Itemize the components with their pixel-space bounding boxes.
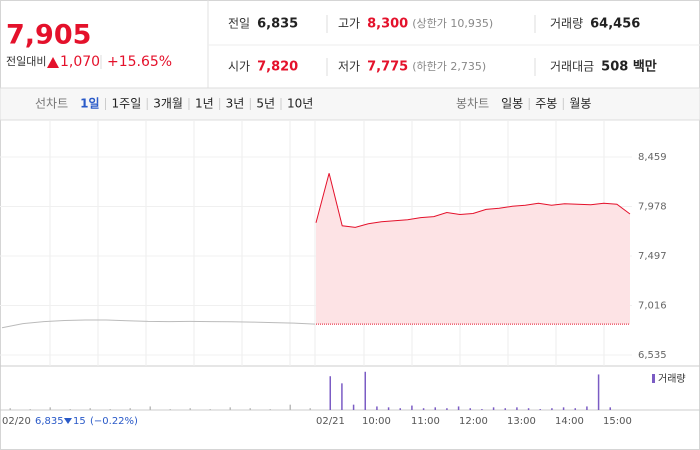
volume-bar <box>189 408 191 410</box>
volume-bar <box>29 409 31 410</box>
stat-value: 7,820 <box>257 60 298 75</box>
stat-value: 64,456 <box>590 17 640 32</box>
tab[interactable]: 3개월 <box>153 97 183 111</box>
volume-bar <box>539 409 541 410</box>
prev-price: 6,835 <box>35 416 64 427</box>
x-label: 14:00 <box>555 416 584 427</box>
change: 1,070 <box>60 54 100 70</box>
volume-bar <box>269 409 271 410</box>
stat-label: 전일 <box>228 17 250 31</box>
down-icon <box>64 418 72 424</box>
tab[interactable]: 1일 <box>80 97 99 111</box>
y-tick-label: 7,497 <box>638 251 667 262</box>
volume-bar <box>586 406 588 410</box>
volume-bar <box>574 408 576 410</box>
x-label: 02/20 <box>2 416 31 427</box>
prev-change: 15 <box>73 416 86 427</box>
change-label: 전일대비 <box>6 54 46 68</box>
volume-bar <box>551 408 553 410</box>
stat-note: (상한가 10,935) <box>412 17 493 30</box>
volume-bar <box>387 407 390 410</box>
volume-bar <box>169 409 171 410</box>
volume-bar <box>469 408 471 410</box>
x-label: 13:00 <box>507 416 536 427</box>
tab-bar <box>0 87 700 121</box>
stat-label: 저가 <box>338 60 360 74</box>
volume-bar <box>376 406 378 410</box>
volume-bar <box>609 407 611 410</box>
volume-bar <box>446 408 448 410</box>
tab[interactable]: 10년 <box>287 97 313 111</box>
x-label: 10:00 <box>362 416 391 427</box>
volume-bar <box>422 408 425 410</box>
x-label: 02/21 <box>316 416 345 427</box>
volume-bar <box>329 376 331 410</box>
tab[interactable]: 월봉 <box>569 97 591 111</box>
tab[interactable]: 3년 <box>226 97 245 111</box>
volume-bar <box>49 407 51 410</box>
change-pct: +15.65% <box>107 54 172 70</box>
tab[interactable]: 1년 <box>195 97 214 111</box>
volume-bar <box>309 408 311 410</box>
stat-note: (하한가 2,735) <box>412 59 486 73</box>
volume-bar <box>109 409 111 410</box>
x-label: 12:00 <box>459 416 488 427</box>
volume-bar <box>209 409 211 410</box>
volume-bar <box>89 408 91 410</box>
y-tick-label: 7,978 <box>638 201 667 212</box>
price-line <box>1 319 316 329</box>
stat-label: 시가 <box>228 60 250 74</box>
volume-label: 거래량 <box>658 373 686 385</box>
volume-bar <box>129 408 131 410</box>
volume-bar <box>9 408 11 410</box>
up-icon <box>47 57 59 68</box>
stat-label: 고가 <box>338 17 360 31</box>
stat-label: 거래량 <box>550 17 583 31</box>
volume-bar <box>341 383 343 410</box>
volume-bar <box>352 404 355 410</box>
volume-bar <box>527 408 530 410</box>
volume-bar <box>289 404 291 410</box>
volume-bar <box>504 408 506 410</box>
y-tick-label: 8,459 <box>638 152 667 163</box>
volume-bar <box>457 406 460 410</box>
tab[interactable]: 1주일 <box>112 97 142 111</box>
price: 7,905 <box>6 20 91 51</box>
x-label: 11:00 <box>411 416 440 427</box>
tab[interactable]: 5년 <box>256 97 275 111</box>
area <box>316 173 630 325</box>
volume-bar <box>597 374 600 410</box>
volume-bar <box>492 407 495 410</box>
legend-swatch <box>652 374 655 383</box>
stat-value: 6,835 <box>257 17 298 32</box>
stat-value: 8,300 <box>367 17 408 32</box>
stat-label: 거래대금 <box>550 60 594 74</box>
volume-bar <box>399 408 401 410</box>
stat-value: 7,775 <box>367 60 408 75</box>
y-tick-label: 6,535 <box>638 350 667 361</box>
volume-bar <box>481 409 483 410</box>
price-line <box>315 173 631 228</box>
volume-bar <box>434 407 436 410</box>
tab-group-label: 선차트 <box>35 97 68 111</box>
tab-group-label: 봉차트 <box>456 97 489 111</box>
volume-bar <box>249 408 251 410</box>
y-tick-label: 7,016 <box>638 301 667 312</box>
x-label: 15:00 <box>603 416 632 427</box>
volume-bar <box>149 406 151 410</box>
prev-change-pct: (−0.22%) <box>90 416 138 427</box>
volume-bar <box>562 407 565 410</box>
volume-bar <box>69 409 71 410</box>
tab[interactable]: 일봉 <box>501 97 523 111</box>
stat-value: 508 백만 <box>601 59 657 75</box>
tab[interactable]: 주봉 <box>535 97 557 111</box>
volume-bar <box>364 371 366 410</box>
volume-bar <box>229 407 231 410</box>
volume-bar <box>411 405 413 410</box>
volume-bar <box>516 407 518 410</box>
